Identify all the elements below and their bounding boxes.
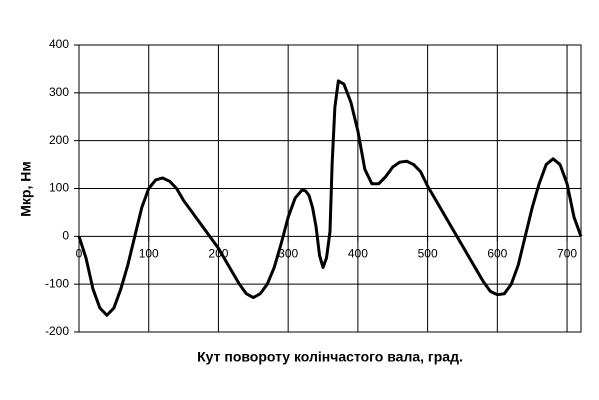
- x-tick-label: 300: [278, 247, 298, 261]
- x-tick-label: 500: [418, 247, 438, 261]
- y-axis-title: Мкр, Нм: [18, 161, 34, 216]
- x-tick-label: 0: [76, 247, 83, 261]
- x-tick-label: 600: [487, 247, 507, 261]
- x-axis-title: Кут повороту колінчастого вала, град.: [197, 349, 463, 365]
- y-tick-label: 200: [49, 133, 69, 147]
- x-tick-label: 400: [348, 247, 368, 261]
- y-tick-label: 0: [62, 229, 69, 243]
- y-tick-label: 300: [49, 85, 69, 99]
- data-line: [77, 79, 583, 317]
- x-tick-label: 700: [557, 247, 577, 261]
- x-tick-label: 100: [139, 247, 159, 261]
- y-tick-label: -100: [45, 276, 69, 290]
- y-tick-label: 400: [49, 37, 69, 51]
- y-tick-label: 100: [49, 181, 69, 195]
- y-tick-label: -200: [45, 324, 69, 338]
